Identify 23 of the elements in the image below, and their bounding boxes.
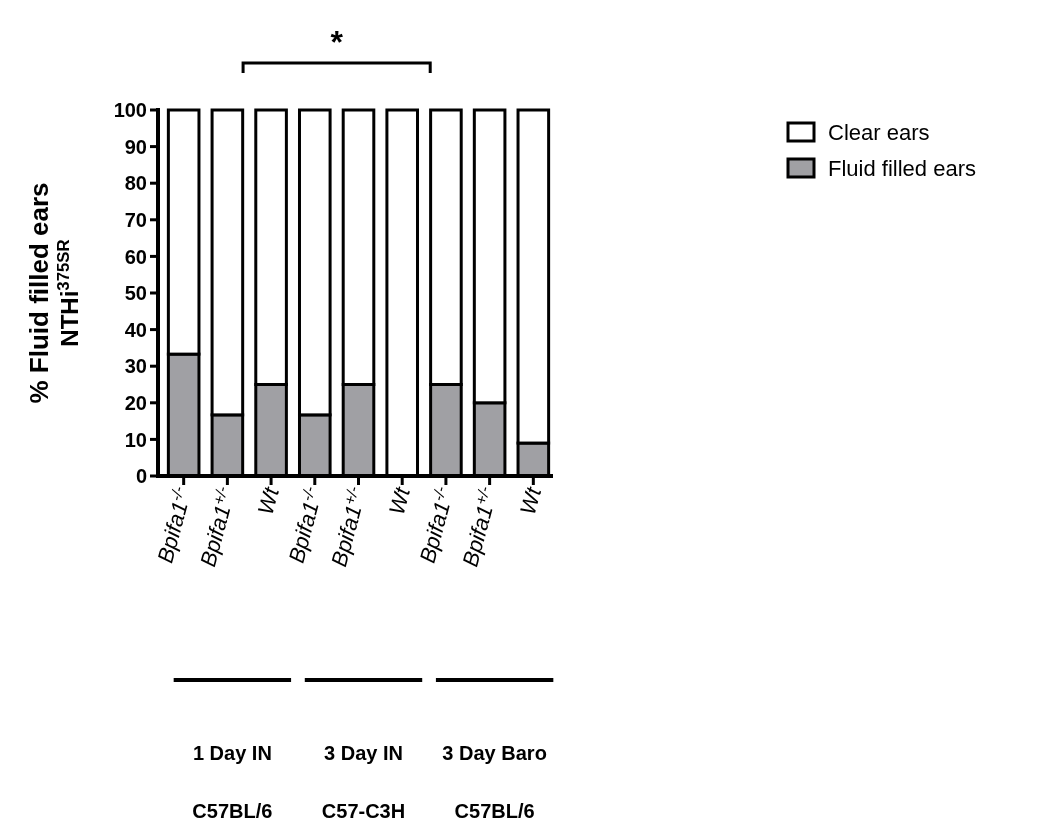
text: 3 Day IN bbox=[324, 742, 403, 764]
y-tick-label: 40 bbox=[124, 318, 147, 341]
y-tick-label: 80 bbox=[124, 172, 147, 195]
text: C57-C3H bbox=[321, 800, 406, 822]
text: 1 Day IN bbox=[192, 742, 272, 764]
y-tick-label: 70 bbox=[124, 209, 147, 231]
x-tick-label: Wt bbox=[515, 483, 547, 518]
y-tick-label: 20 bbox=[124, 392, 147, 414]
y-tick-label: 60 bbox=[124, 245, 147, 268]
y-tick-label: 0 bbox=[135, 465, 147, 488]
x-tick-label: Wt bbox=[383, 483, 416, 518]
text: C57BL/6 bbox=[454, 800, 535, 822]
text: * bbox=[330, 24, 344, 60]
legend-label: Clear ears bbox=[828, 119, 930, 145]
legend-label: Fluid filled ears bbox=[828, 155, 976, 181]
y-tick-label: 10 bbox=[124, 428, 147, 451]
text: C57BL/6 bbox=[192, 800, 273, 822]
y-tick-label: 90 bbox=[124, 135, 147, 158]
text: 3 Day Baro bbox=[442, 742, 547, 764]
y-tick-label: 30 bbox=[124, 355, 147, 378]
x-tick-label: Wt bbox=[252, 483, 285, 518]
y-tick-label: 100 bbox=[113, 99, 147, 122]
y-tick-label: 50 bbox=[124, 282, 147, 305]
